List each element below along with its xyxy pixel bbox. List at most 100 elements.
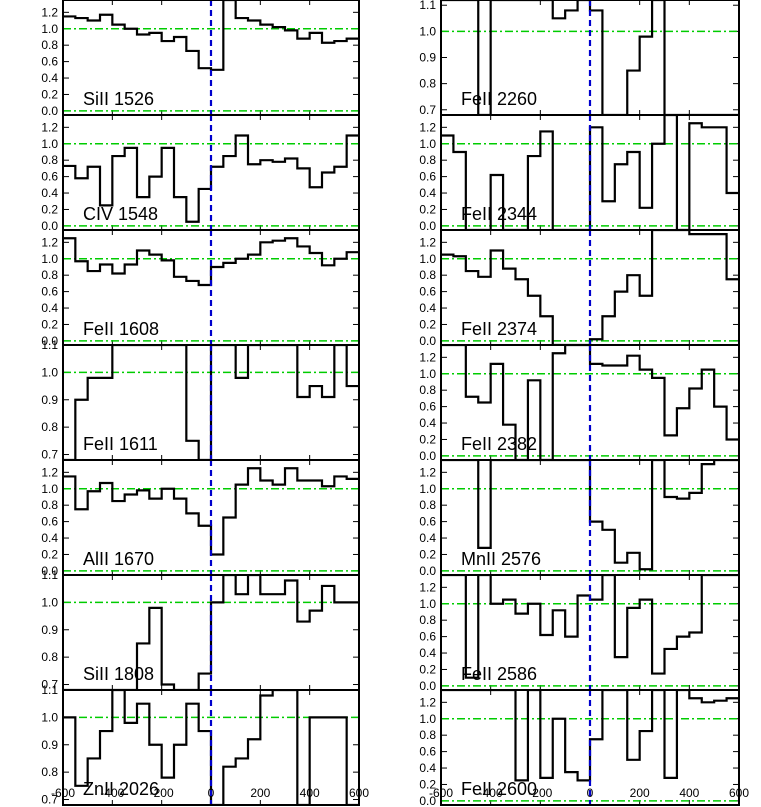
ytick-label: 1.2 <box>419 695 436 709</box>
ytick-label: 0.6 <box>41 285 58 299</box>
ytick-label: 0.2 <box>419 317 436 331</box>
ytick-label: 1.2 <box>41 465 58 479</box>
xtick-label: 600 <box>729 786 749 800</box>
xtick-label: 0 <box>587 786 594 800</box>
ytick-label: 1.1 <box>41 568 58 582</box>
ytick-label: 1.2 <box>41 5 58 19</box>
ytick-label: 0.8 <box>41 765 58 779</box>
ytick-label: 0.9 <box>41 738 58 752</box>
ytick-label: 0.6 <box>419 400 436 414</box>
panel-label: FeII 2586 <box>461 664 537 684</box>
ytick-label: 0.8 <box>41 498 58 512</box>
spectrum-line <box>63 690 359 805</box>
panel-label: FeII 2382 <box>461 434 537 454</box>
x-axis-labels-col2: -600 -400 -200 0 200 400 600 <box>429 786 749 800</box>
panel-label: ZnII 2026 <box>83 779 159 799</box>
ytick-label: 0.0 <box>41 334 58 348</box>
panel-mnii-2576: 0.0 0.2 0.4 0.6 0.8 1.0 1.2 MnII 2576 <box>419 459 740 578</box>
panel-label: CIV 1548 <box>83 204 158 224</box>
ytick-label: 0.8 <box>419 613 436 627</box>
ytick-label: 1.2 <box>41 235 58 249</box>
ytick-label: 1.0 <box>419 367 436 381</box>
ytick-label: 0.4 <box>41 531 58 545</box>
ytick-label: 1.0 <box>419 597 436 611</box>
ytick-label: 0.0 <box>419 449 436 463</box>
spectrum-line <box>63 0 359 71</box>
ytick-label: 1.0 <box>419 252 436 266</box>
ytick-label: 0.4 <box>41 186 58 200</box>
ytick-label: 0.7 <box>41 793 58 807</box>
panel-label: FeII 2600 <box>461 779 537 799</box>
ytick-label: 0.4 <box>419 761 436 775</box>
ytick-label: 0.6 <box>419 745 436 759</box>
xtick-label: -200 <box>150 786 174 800</box>
xtick-label: 0 <box>208 786 215 800</box>
panel-feii-2586: 0.0 0.2 0.4 0.6 0.8 1.0 1.2 FeII 2586 <box>419 574 740 693</box>
ytick-label: 0.2 <box>419 547 436 561</box>
ytick-label: 0.0 <box>41 564 58 578</box>
ytick-label: 0.2 <box>419 432 436 446</box>
ytick-label: 0.2 <box>41 87 58 101</box>
spectrum-line <box>441 230 739 345</box>
panel-label: FeII 2344 <box>461 204 537 224</box>
panel-civ-1548: 0.0 0.2 0.4 0.6 0.8 1.0 1.2 CIV 1548 <box>41 114 360 233</box>
ytick-label: 0.7 <box>419 103 436 117</box>
ytick-label: 1.0 <box>419 24 436 38</box>
ytick-label: 0.8 <box>41 268 58 282</box>
ytick-label: 0.6 <box>41 515 58 529</box>
ytick-label: 1.0 <box>419 482 436 496</box>
ytick-label: 0.4 <box>419 301 436 315</box>
ytick-label: 1.2 <box>419 120 436 134</box>
ytick-label: 1.0 <box>41 595 58 609</box>
ytick-label: 0.8 <box>41 38 58 52</box>
ytick-label: 0.7 <box>41 448 58 462</box>
panel-label: FeII 2374 <box>461 319 537 339</box>
xtick-label: 200 <box>630 786 650 800</box>
ytick-label: 1.2 <box>419 235 436 249</box>
ytick-label: 1.2 <box>419 580 436 594</box>
ytick-label: 0.2 <box>419 777 436 791</box>
ytick-label: 0.0 <box>41 219 58 233</box>
xtick-label: 400 <box>300 786 320 800</box>
panel-label: FeII 1611 <box>83 434 158 454</box>
ytick-label: 1.1 <box>41 683 58 697</box>
ytick-label: 1.0 <box>419 712 436 726</box>
ytick-label: 0.0 <box>419 334 436 348</box>
ytick-label: 0.0 <box>41 104 58 118</box>
panel-frame <box>440 689 740 806</box>
panel-label: MnII 2576 <box>461 549 541 569</box>
xtick-label: 600 <box>349 786 369 800</box>
ytick-label: 1.2 <box>419 465 436 479</box>
panel-alii-1670: 0.0 0.2 0.4 0.6 0.8 1.0 1.2 AlII 1670 <box>41 459 360 578</box>
ytick-label: 0.2 <box>419 662 436 676</box>
ytick-label: 0.8 <box>41 420 58 434</box>
panel-feii-2374: 0.0 0.2 0.4 0.6 0.8 1.0 1.2 FeII 2374 <box>419 229 740 348</box>
xtick-label: -600 <box>429 786 453 800</box>
ytick-label: 0.8 <box>41 153 58 167</box>
ytick-label: 0.6 <box>419 285 436 299</box>
ytick-label: 1.0 <box>41 137 58 151</box>
ytick-label: 0.4 <box>419 646 436 660</box>
panel-feii-2382: 0.0 0.2 0.4 0.6 0.8 1.0 1.2 FeII 2382 <box>419 344 740 463</box>
ytick-label: 1.0 <box>41 710 58 724</box>
ytick-label: 0.9 <box>41 393 58 407</box>
ytick-label: 0.4 <box>419 416 436 430</box>
panel-feii-1608: 0.0 0.2 0.4 0.6 0.8 1.0 1.2 FeII 1608 <box>41 229 360 348</box>
spectrum-line <box>441 115 739 230</box>
ytick-label: 1.2 <box>41 120 58 134</box>
ytick-label: 0.8 <box>419 383 436 397</box>
xtick-label: -400 <box>100 786 124 800</box>
panel-feii-2600: 0.0 0.2 0.4 0.6 0.8 1.0 1.2 FeII 2600 <box>419 689 740 807</box>
ytick-label: 0.4 <box>41 301 58 315</box>
panel-label: FeII 2260 <box>461 89 537 109</box>
ytick-label: 0.2 <box>41 547 58 561</box>
xtick-label: -200 <box>528 786 552 800</box>
spectrum-line <box>63 345 359 460</box>
xtick-label: -400 <box>479 786 503 800</box>
panel-label: FeII 1608 <box>83 319 159 339</box>
ytick-label: 1.0 <box>41 252 58 266</box>
ytick-label: 0.6 <box>419 515 436 529</box>
ytick-label: 1.0 <box>41 482 58 496</box>
panel-feii-2260: 0.7 0.8 0.9 1.0 1.1 FeII 2260 <box>419 0 740 117</box>
